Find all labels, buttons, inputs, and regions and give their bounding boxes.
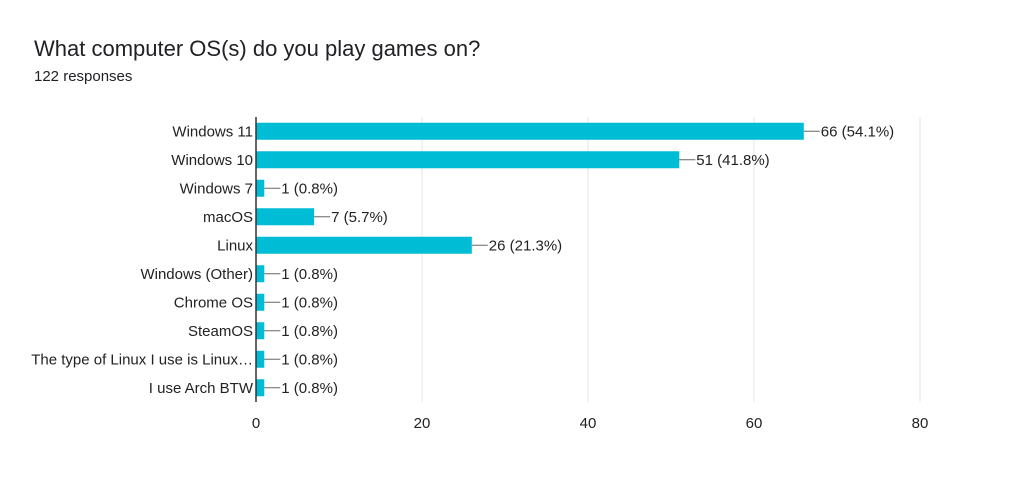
data-label: 7 (5.7%) [331, 209, 388, 226]
bar[interactable] [256, 122, 804, 140]
bar[interactable] [256, 293, 265, 311]
category-label: Linux [217, 237, 253, 254]
category-label: macOS [203, 209, 253, 226]
category-label: I use Arch BTW [149, 380, 254, 397]
bar[interactable] [256, 350, 265, 368]
category-label: Windows 7 [180, 180, 253, 197]
x-tick-label: 60 [746, 415, 763, 432]
data-label: 1 (0.8%) [281, 323, 338, 340]
x-tick-label: 0 [252, 415, 260, 432]
data-label: 1 (0.8%) [281, 294, 338, 311]
bar[interactable] [256, 379, 265, 397]
category-label: SteamOS [188, 323, 253, 340]
bar[interactable] [256, 208, 315, 226]
data-label: 1 (0.8%) [281, 351, 338, 368]
data-label: 1 (0.8%) [281, 380, 338, 397]
bar[interactable] [256, 179, 265, 197]
x-tick-label: 40 [580, 415, 597, 432]
category-label: Windows 10 [171, 152, 253, 169]
bar[interactable] [256, 322, 265, 340]
data-label: 26 (21.3%) [489, 237, 562, 254]
data-label: 1 (0.8%) [281, 266, 338, 283]
bar[interactable] [256, 265, 265, 283]
category-label: Windows 11 [172, 123, 253, 140]
chart-title: What computer OS(s) do you play games on… [34, 36, 481, 61]
category-label: Windows (Other) [140, 266, 253, 283]
bar[interactable] [256, 236, 472, 254]
data-label: 66 (54.1%) [821, 123, 894, 140]
x-tick-label: 80 [912, 415, 929, 432]
bar[interactable] [256, 151, 680, 169]
response-count: 122 responses [34, 68, 133, 85]
category-label: The type of Linux I use is Linux… [31, 351, 253, 368]
data-label: 51 (41.8%) [696, 152, 769, 169]
x-tick-label: 20 [414, 415, 431, 432]
category-label: Chrome OS [174, 294, 253, 311]
data-label: 1 (0.8%) [281, 180, 338, 197]
